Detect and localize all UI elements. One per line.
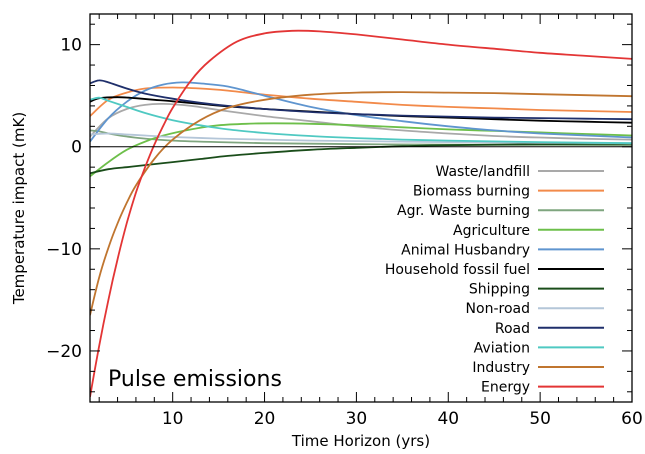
legend-label: Road: [495, 321, 530, 337]
x-tick-label: 50: [529, 409, 551, 429]
legend-label: Agr. Waste burning: [397, 203, 530, 219]
y-tick-label: −20: [46, 342, 82, 362]
series-line-12: [90, 29, 632, 398]
pulse-emissions-annotation: Pulse emissions: [108, 367, 282, 392]
y-tick-label: 10: [60, 36, 82, 56]
legend-label: Animal Husbandry: [401, 242, 530, 258]
series-line-9: [90, 79, 632, 121]
x-tick-label: 60: [621, 409, 643, 429]
y-tick-label: −10: [46, 240, 82, 260]
series-line-1: [90, 102, 632, 141]
series-line-11: [90, 91, 632, 316]
legend-label: Shipping: [469, 282, 530, 298]
series-layer: [90, 29, 632, 398]
series-line-4: [90, 122, 632, 178]
x-tick-label: 10: [162, 409, 184, 429]
plot-frame: [89, 13, 633, 403]
legend-label: Industry: [472, 360, 530, 376]
series-line-8: [90, 132, 632, 145]
x-tick-label: 40: [437, 409, 459, 429]
legend: Waste/landfill Biomass burning Agr. Waste …: [385, 164, 604, 396]
legend-label: Aviation: [474, 340, 530, 356]
legend-label: Energy: [481, 380, 530, 396]
legend-label: Household fossil fuel: [385, 262, 530, 278]
legend-label: Non-road: [466, 301, 530, 317]
legend-label: Biomass burning: [413, 184, 530, 200]
series-line-5: [90, 81, 632, 143]
x-tick-label: 20: [254, 409, 276, 429]
legend-label: Waste/landfill: [436, 164, 530, 180]
series-line-10: [90, 96, 632, 145]
y-tick-label: 0: [71, 138, 82, 158]
tick-layer: 10 20 30 40 50 60 −20 −10 0 10: [46, 14, 643, 429]
legend-label: Agriculture: [453, 223, 530, 239]
series-line-7: [90, 142, 632, 175]
x-tick-label: 30: [346, 409, 368, 429]
y-axis-label: Temperature impact (mK): [10, 112, 28, 305]
x-axis-label: Time Horizon (yrs): [291, 432, 430, 450]
